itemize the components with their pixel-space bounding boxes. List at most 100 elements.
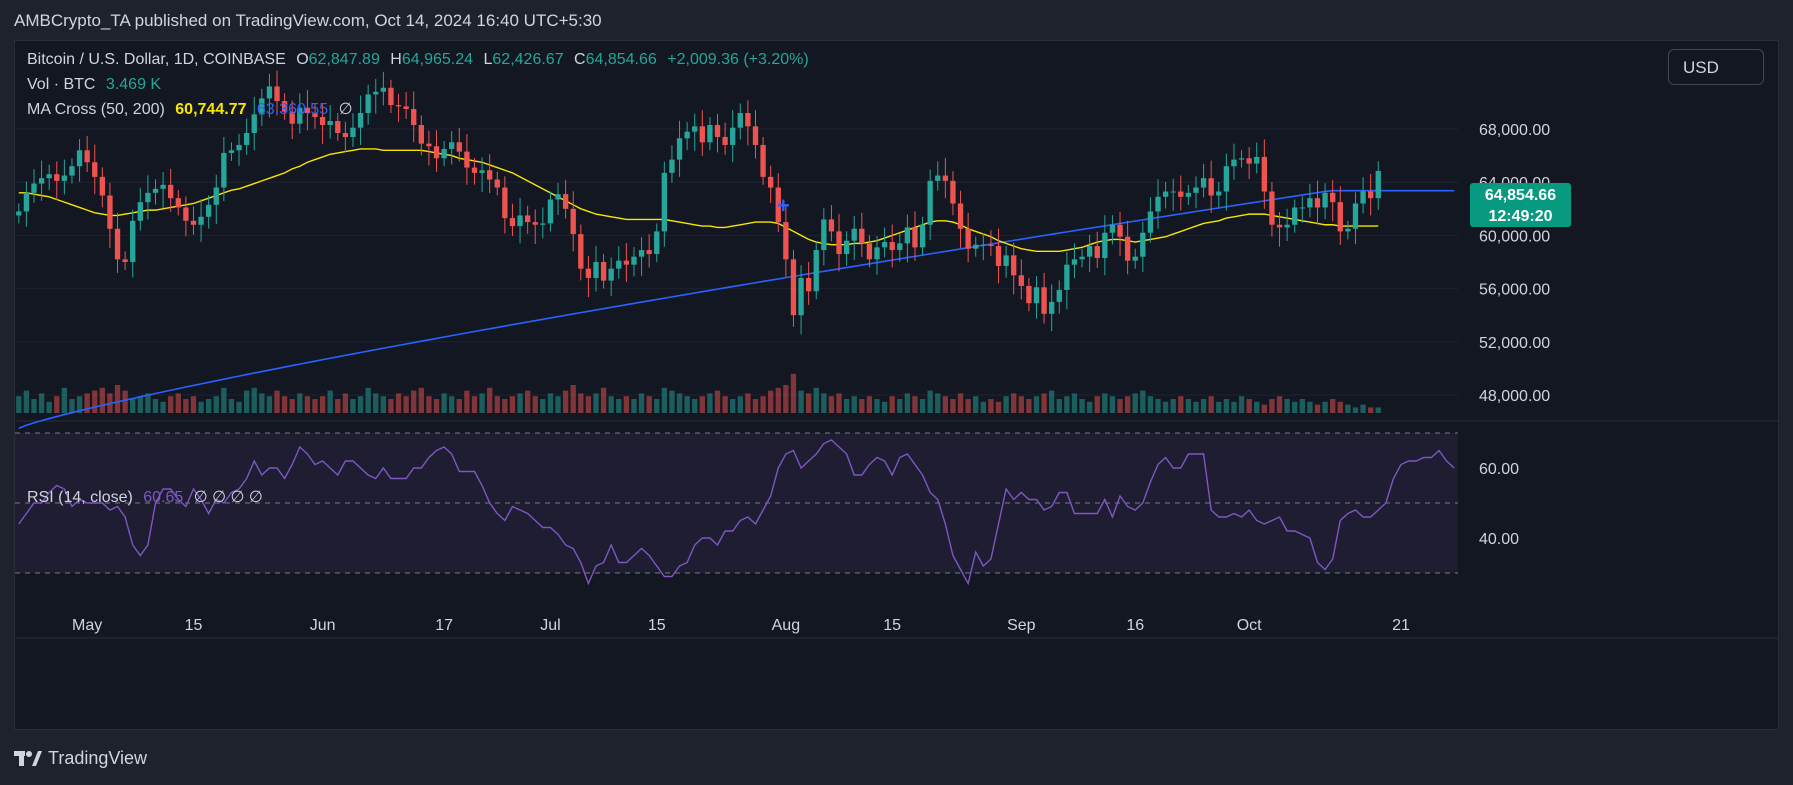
candle-body [676, 138, 683, 160]
candle-body [654, 231, 660, 255]
volume-bar [304, 396, 311, 413]
volume-bar [289, 399, 295, 413]
candle-body [866, 243, 873, 260]
volume-bar [593, 393, 599, 413]
candle-body [1200, 178, 1207, 188]
volume-bar [616, 399, 622, 413]
volume-bar [828, 396, 835, 413]
candle-body [957, 203, 964, 229]
candle-body [1056, 289, 1062, 302]
volume-bar [600, 387, 607, 413]
volume-bar [403, 396, 409, 413]
candle-body [1086, 246, 1093, 257]
volume-bar [623, 396, 630, 413]
volume-bar [198, 401, 204, 413]
price-tick-label: 56,000.00 [1479, 282, 1550, 299]
candle-body [1231, 159, 1237, 167]
volume-bar [646, 396, 652, 413]
currency-button[interactable]: USD [1668, 49, 1764, 85]
candle-body [1307, 198, 1313, 208]
volume-bar [168, 396, 174, 413]
candle-body [942, 175, 949, 181]
candle-body [46, 174, 52, 179]
time-tick-label: 15 [648, 617, 666, 634]
volume-bar [935, 393, 941, 413]
time-tick-label: Aug [772, 617, 800, 634]
volume-bar [866, 396, 873, 413]
volume-row[interactable]: Vol · BTC 3.469 K [27, 72, 809, 97]
candle-body [433, 146, 440, 159]
volume-bar [388, 399, 394, 413]
time-tick-label: Sep [1007, 617, 1036, 634]
ohlc-change: +2,009.36 (+3.20%) [667, 51, 809, 68]
volume-bar [927, 390, 933, 413]
tradingview-brand[interactable]: TradingView [14, 748, 147, 769]
candle-body [471, 167, 478, 173]
candle-body [418, 125, 424, 144]
publisher-line: AMBCrypto_TA published on TradingView.co… [14, 11, 602, 30]
time-tick-label: Oct [1237, 617, 1262, 634]
candle-body [1208, 178, 1214, 196]
volume-bar [23, 390, 30, 413]
candle-body [980, 244, 986, 246]
candle-body [638, 250, 645, 257]
volume-bar [1056, 399, 1062, 413]
volume-bar [46, 401, 52, 413]
volume-bar [509, 396, 516, 413]
candle-body [973, 244, 979, 249]
volume-bar [1254, 401, 1260, 413]
volume-label: Vol · BTC [27, 76, 96, 93]
chart-frame[interactable]: Bitcoin / U.S. Dollar, 1D, COINBASE O 62,… [14, 40, 1779, 730]
volume-bar [99, 387, 105, 413]
symbol-title[interactable]: Bitcoin / U.S. Dollar, 1D, COINBASE [27, 51, 286, 68]
ohlc-low: 62,426.67 [492, 51, 564, 68]
candle-body [502, 187, 508, 219]
candle-body [1223, 166, 1230, 192]
volume-bar [130, 399, 136, 413]
rsi-legend[interactable]: RSI (14, close) 60.65 ∅ ∅ ∅ ∅ [27, 487, 263, 507]
symbol-row: Bitcoin / U.S. Dollar, 1D, COINBASE O 62,… [27, 47, 809, 72]
volume-bar [494, 396, 500, 413]
candle-body [76, 150, 83, 167]
tradingview-logo-icon [14, 750, 42, 766]
volume-bar [1102, 393, 1108, 413]
volume-bar [152, 399, 159, 413]
volume-bar [1284, 399, 1290, 413]
volume-bar [175, 393, 181, 413]
ma-cross-row[interactable]: MA Cross (50, 200) 60,744.77 63,360.55 ∅ [27, 97, 809, 122]
candle-body [988, 244, 994, 247]
volume-bar [950, 399, 956, 413]
candle-body [319, 117, 326, 126]
candle-body [540, 223, 546, 225]
volume-bar [988, 399, 994, 413]
volume-bar [737, 396, 743, 413]
candle-body [760, 144, 766, 177]
volume-bar [1026, 399, 1032, 413]
candle-body [152, 188, 159, 193]
volume-bar [805, 393, 812, 413]
candle-body [881, 242, 888, 248]
candle-body [1170, 191, 1176, 193]
volume-bar [692, 399, 698, 413]
candle-body [145, 192, 151, 203]
volume-bar [76, 396, 83, 413]
time-tick-label: 15 [185, 617, 203, 634]
volume-bar [957, 393, 964, 413]
volume-bar [1276, 396, 1283, 413]
ma50-line [18, 148, 1379, 253]
volume-bar [1337, 401, 1343, 413]
candle-body [616, 260, 622, 269]
volume-bar [1071, 393, 1078, 413]
volume-bar [1368, 407, 1374, 413]
volume-bar [1109, 396, 1116, 413]
ohlc-open-label: O [296, 51, 309, 68]
candle-body [1330, 192, 1336, 203]
volume-bar [1208, 396, 1214, 413]
volume-bar [61, 387, 68, 413]
ohlc-high: 64,965.24 [401, 51, 474, 68]
candle-body [661, 172, 668, 232]
volume-bar [221, 387, 227, 413]
ohlc-close: 64,854.66 [585, 51, 657, 68]
volume-bar [547, 393, 554, 413]
chart-svg[interactable]: 68,000.0064,000.0060,000.0056,000.0052,0… [15, 41, 1778, 729]
